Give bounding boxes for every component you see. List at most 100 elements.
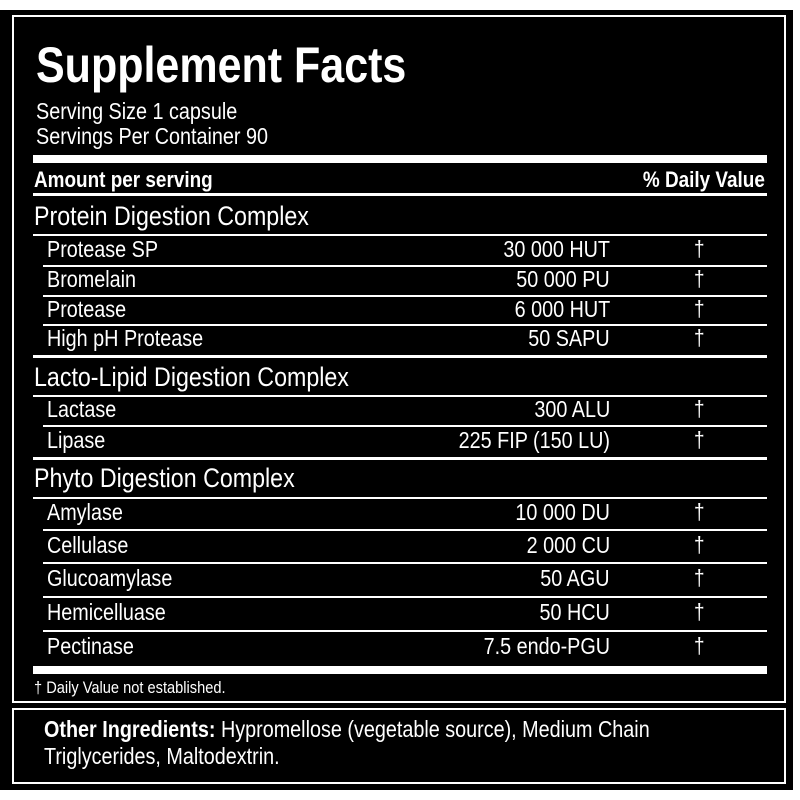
- daily-value-dagger-text: †: [694, 565, 705, 590]
- thick-divider: [33, 155, 767, 163]
- daily-value-dagger: †: [694, 266, 706, 292]
- ingredient-name: Amylase: [47, 499, 135, 526]
- daily-value-dagger-text: †: [694, 633, 705, 658]
- row-divider: [43, 295, 767, 297]
- ingredient-name: Lipase: [47, 427, 115, 454]
- ingredient-amount: 6 000 HUT: [499, 296, 610, 323]
- daily-value-dagger: †: [694, 633, 706, 659]
- ingredient-amount: 50 SAPU: [515, 325, 610, 352]
- row-divider: [43, 425, 767, 427]
- row-divider: [43, 630, 767, 632]
- ingredient-amount: 30 000 HUT: [486, 236, 610, 263]
- serving-size: Serving Size 1 capsule: [36, 98, 238, 124]
- thick-divider: [33, 666, 767, 674]
- daily-value-dagger: †: [694, 599, 706, 625]
- daily-value-dagger: †: [694, 565, 706, 591]
- ingredient-amount-text: 6 000 HUT: [514, 296, 610, 322]
- ingredient-name-text: Protease SP: [47, 236, 159, 262]
- divider: [33, 395, 767, 397]
- daily-value-dagger-text: †: [694, 266, 705, 291]
- amount-per-serving-header: Amount per serving: [34, 167, 213, 192]
- ingredient-amount-text: 2 000 CU: [526, 532, 610, 558]
- ingredient-amount-text: 50 000 PU: [516, 266, 610, 292]
- other-ingredients-line-2: Triglycerides, Maltodextrin.: [44, 743, 280, 769]
- daily-value-dagger: †: [694, 396, 706, 422]
- facts-panel-border: [12, 15, 786, 703]
- ingredient-name-text: Glucoamylase: [47, 565, 173, 591]
- ingredient-amount: 50 000 PU: [501, 266, 610, 293]
- footnote: † Daily Value not established.: [34, 678, 226, 697]
- daily-value-dagger-text: †: [694, 325, 705, 350]
- group-heading: Phyto Digestion Complex: [34, 463, 337, 494]
- ingredient-name: High pH Protease: [47, 325, 229, 352]
- ingredient-amount: 10 000 DU: [500, 499, 610, 526]
- ingredient-amount-text: 30 000 HUT: [503, 236, 610, 262]
- daily-value-header: % Daily Value: [643, 167, 765, 192]
- ingredient-name: Bromelain: [47, 266, 151, 293]
- ingredient-name: Hemicelluase: [47, 599, 185, 626]
- daily-value-dagger-text: †: [694, 599, 705, 624]
- group-heading: Lacto-Lipid Digestion Complex: [34, 362, 400, 393]
- daily-value-dagger-text: †: [694, 499, 705, 524]
- daily-value-dagger-text: †: [694, 396, 705, 421]
- ingredient-name-text: Lactase: [47, 396, 117, 422]
- daily-value-dagger-text: †: [694, 296, 705, 321]
- row-divider: [43, 324, 767, 326]
- divider: [33, 497, 767, 499]
- ingredient-name-text: Lipase: [47, 427, 106, 453]
- row-divider: [43, 596, 767, 598]
- row-divider: [43, 529, 767, 531]
- ingredient-amount-text: 50 HCU: [539, 599, 610, 625]
- row-divider: [33, 355, 767, 358]
- ingredient-name: Lactase: [47, 396, 128, 423]
- ingredient-amount: 300 ALU: [522, 396, 610, 423]
- ingredient-name-text: High pH Protease: [47, 325, 204, 351]
- group-heading-text: Phyto Digestion Complex: [34, 463, 295, 493]
- ingredient-name: Cellulase: [47, 532, 142, 559]
- divider: [33, 193, 767, 196]
- group-heading: Protein Digestion Complex: [34, 201, 354, 232]
- ingredient-amount: 50 AGU: [529, 565, 610, 592]
- row-divider: [43, 265, 767, 267]
- label-title: Supplement Facts: [36, 37, 407, 93]
- other-ingredients-line-1: Other Ingredients: Hypromellose (vegetab…: [44, 716, 748, 743]
- other-ingredients-label: Other Ingredients:: [44, 716, 216, 742]
- group-heading-text: Lacto-Lipid Digestion Complex: [34, 362, 349, 392]
- divider: [33, 234, 767, 236]
- ingredient-amount-text: 7.5 endo-PGU: [483, 633, 610, 659]
- supplement-facts-label: [0, 10, 793, 790]
- other-ingredients-border: [12, 708, 786, 784]
- daily-value-dagger: †: [694, 427, 706, 453]
- ingredient-amount: 225 FIP (150 LU): [434, 427, 610, 454]
- ingredient-name: Protease SP: [47, 236, 176, 263]
- ingredient-name-text: Cellulase: [47, 532, 129, 558]
- daily-value-dagger-text: †: [694, 427, 705, 452]
- other-ingredients-text: Hypromellose (vegetable source), Medium …: [215, 716, 650, 742]
- ingredient-amount-text: 10 000 DU: [515, 499, 610, 525]
- ingredient-amount-text: 50 AGU: [540, 565, 610, 591]
- ingredient-name-text: Pectinase: [47, 633, 134, 659]
- ingredient-amount: 2 000 CU: [513, 532, 610, 559]
- ingredient-name-text: Protease: [47, 296, 127, 322]
- ingredient-name-text: Hemicelluase: [47, 599, 166, 625]
- ingredient-name-text: Bromelain: [47, 266, 137, 292]
- daily-value-dagger: †: [694, 296, 706, 322]
- servings-per-container: Servings Per Container 90: [36, 123, 268, 149]
- daily-value-dagger: †: [694, 325, 706, 351]
- ingredient-name: Glucoamylase: [47, 565, 193, 592]
- daily-value-dagger-text: †: [694, 532, 705, 557]
- ingredient-name: Protease: [47, 296, 139, 323]
- daily-value-dagger: †: [694, 532, 706, 558]
- ingredient-name-text: Amylase: [47, 499, 123, 525]
- ingredient-amount-text: 225 FIP (150 LU): [458, 427, 610, 453]
- ingredient-amount-text: 300 ALU: [534, 396, 610, 422]
- group-heading-text: Protein Digestion Complex: [34, 201, 309, 231]
- daily-value-dagger: †: [694, 236, 706, 262]
- daily-value-dagger-text: †: [694, 236, 705, 261]
- row-divider: [43, 562, 767, 564]
- ingredient-amount: 7.5 endo-PGU: [463, 633, 610, 660]
- ingredient-amount: 50 HCU: [528, 599, 610, 626]
- ingredient-name: Pectinase: [47, 633, 148, 660]
- daily-value-dagger: †: [694, 499, 706, 525]
- row-divider: [33, 457, 767, 460]
